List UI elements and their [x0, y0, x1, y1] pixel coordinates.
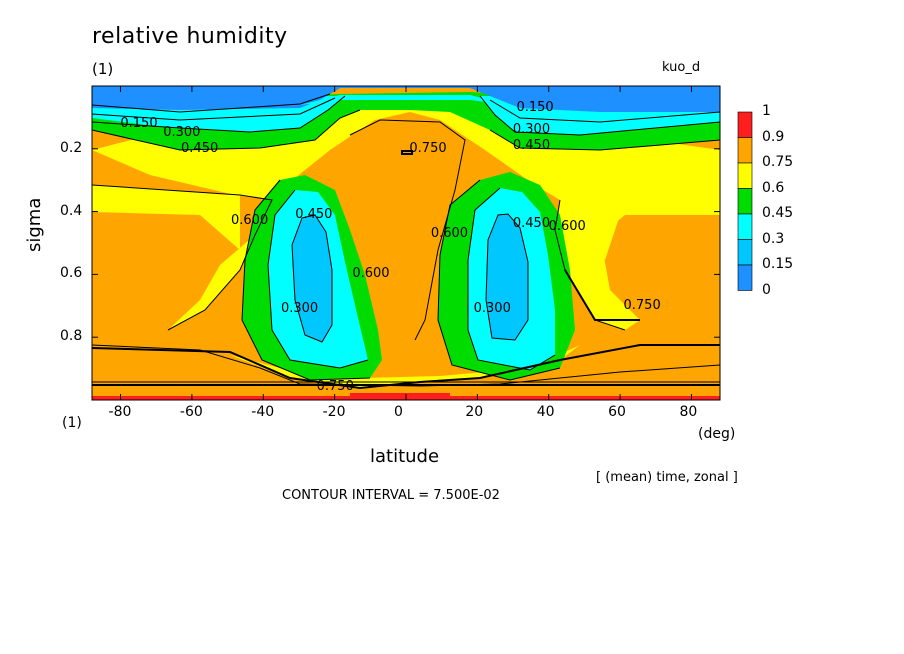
colorbar-swatch	[737, 188, 753, 215]
band-blue-top	[92, 86, 720, 112]
contour-label: 0.750	[316, 379, 354, 395]
colorbar-level-label: 1	[762, 103, 771, 119]
contour-label: 0.600	[548, 219, 586, 235]
colorbar-swatch	[737, 137, 753, 164]
contour-fields	[92, 86, 720, 400]
y-tick-label: 0.6	[60, 265, 83, 282]
colorbar-swatch	[737, 111, 753, 138]
contour-label: 0.300	[473, 300, 511, 316]
contour-label: 0.150	[516, 99, 554, 115]
y-tick-label: 0.8	[60, 328, 83, 345]
band-blue-left	[292, 215, 332, 342]
x-tick-label: 0	[394, 404, 403, 420]
y-tick-label: 0.4	[60, 202, 83, 219]
y-axis-label: sigma	[24, 197, 45, 252]
colorbar-level-label: 0.75	[762, 154, 794, 170]
colorbar	[737, 111, 753, 291]
contour-label: 0.450	[512, 137, 551, 153]
band-yellow-left	[92, 185, 240, 250]
contour-label: 0.300	[280, 300, 319, 316]
contour-label: 0.750	[623, 297, 661, 313]
band-cyan-strip-top	[300, 95, 510, 105]
colorbar-level-label: 0.15	[762, 256, 794, 272]
contour-label: 0.600	[231, 213, 269, 229]
x-tick-label: 60	[608, 404, 626, 420]
x-tick-label: 40	[536, 404, 555, 420]
band-yellow-right	[560, 175, 720, 260]
x-ticks	[120, 86, 692, 400]
contour-label: 0.450	[512, 216, 551, 232]
x-tick-label: 80	[679, 404, 698, 420]
contour-label: 0.150	[120, 115, 158, 131]
colorbar-swatch	[737, 239, 753, 266]
colorbar-level-label: 0.9	[762, 128, 785, 145]
band-blue-right	[486, 214, 528, 340]
x-tick-label: -20	[322, 404, 346, 420]
x-tick-label: -40	[251, 404, 275, 420]
x-unit-label: (deg)	[698, 426, 736, 442]
y-unit-label: (1)	[62, 415, 82, 431]
contour-label: 0.600	[430, 225, 469, 241]
contour-label: 0.600	[352, 266, 390, 282]
contour-label: 0.300	[512, 121, 551, 137]
subtitle-right: kuo_d	[662, 60, 701, 75]
colorbar-level-label: 0	[762, 281, 771, 298]
band-orange-center	[350, 120, 465, 340]
colorbar-swatch	[737, 162, 753, 189]
band-yellow	[92, 95, 720, 330]
contour-label: 0.750	[409, 140, 447, 156]
contour-label: 0.450	[181, 140, 219, 156]
y-tick-label: 0.2	[60, 139, 83, 156]
x-tick-label: 20	[465, 404, 484, 420]
colorbar-level-label: 0.45	[762, 205, 794, 221]
colorbar-level-label: 0.3	[762, 230, 785, 247]
band-red-center	[350, 393, 450, 400]
chart-title: relative humidity	[92, 24, 288, 49]
colorbar-level-label: 0.6	[762, 179, 785, 196]
contour-label: 0.450	[295, 206, 333, 222]
colorbar-swatch	[737, 213, 753, 240]
contour-lines-bold	[92, 150, 720, 390]
y-ticks	[92, 148, 720, 338]
colorbar-swatch	[737, 264, 753, 291]
subtitle-left: (1)	[92, 60, 114, 78]
x-tick-label: -60	[179, 404, 203, 420]
contour-label: 0.300	[163, 125, 201, 141]
x-axis-label: latitude	[370, 446, 440, 467]
x-tick-label: -80	[108, 404, 132, 420]
footer-note: [ (mean) time, zonal ]	[596, 470, 738, 485]
contour-interval-label: CONTOUR INTERVAL = 7.500E-02	[282, 488, 500, 503]
